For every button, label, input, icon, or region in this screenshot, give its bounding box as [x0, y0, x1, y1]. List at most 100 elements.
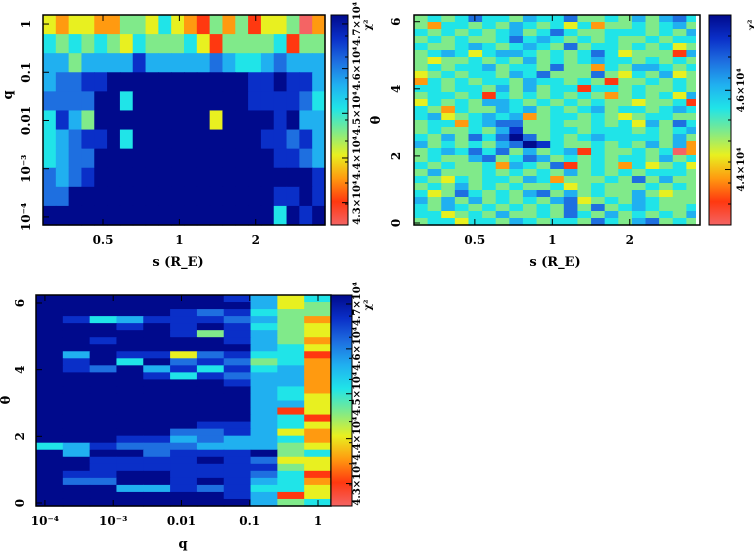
heatmap-cell [591, 162, 606, 170]
heatmap-cell [286, 110, 300, 131]
heatmap-cell [277, 456, 305, 465]
heatmap-cell [563, 176, 579, 184]
heatmap-cell [563, 22, 579, 30]
heatmap-cell [441, 127, 456, 135]
heatmap-cell [158, 34, 172, 54]
heatmap-cell [43, 110, 57, 131]
heatmap-cell [277, 316, 305, 324]
heatmap-cell [631, 155, 647, 163]
heatmap-cell [414, 29, 429, 37]
heatmap-cell [536, 169, 551, 177]
x-tick-label: 2 [626, 233, 634, 247]
heatmap-cell [454, 204, 470, 212]
heatmap-cell [686, 50, 701, 58]
heatmap-cell [468, 190, 483, 198]
heatmap-cell [509, 211, 524, 219]
heatmap-cell [260, 110, 275, 131]
heatmap-cell [196, 316, 225, 324]
heatmap-cell [143, 330, 171, 338]
heatmap-cell [618, 92, 633, 100]
heatmap-cell [304, 330, 332, 338]
heatmap-cell [89, 330, 118, 338]
heatmap-cell [196, 463, 225, 472]
heatmap-cell [591, 169, 606, 177]
heatmap-cell [94, 148, 108, 169]
heatmap-cell [659, 64, 674, 72]
heatmap-cell [196, 129, 211, 150]
heatmap-cell [248, 15, 262, 35]
heatmap-cell [672, 106, 687, 114]
heatmap-cell [495, 204, 510, 212]
heatmap-cell [250, 330, 278, 338]
heatmap-cell [94, 15, 108, 35]
heatmap-cell [441, 57, 456, 65]
heatmap-cell [132, 148, 147, 169]
colorbar-tick-label: 4.6×10⁴ [352, 326, 363, 371]
heatmap-cell [577, 176, 592, 184]
heatmap-cell [509, 190, 524, 198]
heatmap-cell [631, 183, 647, 191]
heatmap-cell [495, 176, 510, 184]
heatmap-cell [645, 113, 660, 121]
heatmap-cell [170, 337, 198, 345]
heatmap-cell [250, 477, 278, 486]
heatmap-cell [299, 167, 313, 188]
heatmap-cell [62, 316, 91, 324]
heatmap-cell [223, 316, 252, 324]
heatmap-cell [143, 323, 171, 331]
heatmap-cell [550, 148, 565, 156]
x-tick-label: 1 [175, 233, 183, 247]
heatmap-cell [672, 92, 687, 100]
heatmap-cell [468, 92, 483, 100]
heatmap-cell [441, 15, 456, 23]
heatmap-cell [468, 176, 483, 184]
heatmap-cell [672, 113, 687, 121]
heatmap-cell [618, 218, 633, 226]
heatmap-cell [132, 205, 147, 226]
heatmap-cell [536, 57, 551, 65]
heatmap-cell [577, 64, 592, 72]
heatmap-cell [441, 120, 456, 128]
heatmap-cell [536, 148, 551, 156]
heatmap-cell [222, 148, 236, 169]
heatmap-cell [171, 53, 185, 73]
heatmap-cell [618, 211, 633, 219]
heatmap-cell [132, 15, 147, 35]
heatmap-cell [312, 15, 326, 35]
heatmap-cell [312, 129, 326, 150]
heatmap-cell [672, 22, 687, 30]
heatmap-cell [132, 110, 147, 131]
heatmap-cell [143, 302, 171, 310]
heatmap-cell [618, 106, 633, 114]
heatmap-cell [250, 358, 278, 366]
heatmap-cell [631, 99, 647, 107]
heatmap-cell [550, 106, 565, 114]
heatmap-cell [68, 167, 83, 188]
heatmap-cell [591, 218, 606, 226]
heatmap-cell [672, 204, 687, 212]
heatmap-cell [509, 106, 524, 114]
heatmap-cell [81, 53, 95, 73]
heatmap-cell [116, 491, 144, 500]
heatmap-cell [522, 183, 538, 191]
heatmap-cell [550, 43, 565, 51]
heatmap-cell [495, 211, 510, 219]
heatmap-cell [116, 407, 144, 416]
heatmap-cell [672, 183, 687, 191]
heatmap-cell [577, 29, 592, 37]
heatmap-cell [495, 71, 510, 79]
heatmap-cell [196, 365, 225, 373]
heatmap-cell [454, 155, 470, 163]
heatmap-cell [618, 127, 633, 135]
heatmap-cell [536, 43, 551, 51]
heatmap-cell [591, 127, 606, 135]
heatmap-cell [686, 78, 701, 86]
heatmap-cell [250, 400, 278, 409]
heatmap-cell [62, 295, 91, 303]
heatmap-cell [618, 113, 633, 121]
heatmap-cell [659, 113, 674, 121]
heatmap-cell [62, 491, 91, 500]
heatmap-cell [222, 53, 236, 73]
heatmap-cell [686, 113, 701, 121]
heatmap-cell [184, 72, 198, 92]
